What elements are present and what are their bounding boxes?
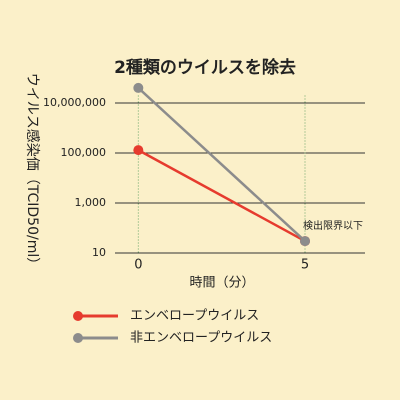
series-line	[137, 87, 306, 242]
chart-title: 2種類のウイルスを除去	[114, 57, 296, 78]
x-tick-label: 5	[301, 258, 309, 273]
data-point	[133, 82, 144, 93]
series-line	[137, 149, 306, 243]
x-axis-title: 時間（分）	[189, 276, 254, 291]
y-tick-label: 10,000,000	[43, 96, 106, 109]
y-tick-label: 10	[92, 246, 106, 259]
data-point	[300, 236, 310, 247]
x-tick-label: 0	[134, 258, 142, 273]
legend-marker	[73, 311, 83, 321]
legend-label: エンベロープウイルス	[130, 309, 259, 324]
y-axis-title: ウイルス感染価（TCID50/ml）	[24, 73, 41, 271]
annotation: 検出限界以下	[303, 219, 363, 232]
y-tick-label: 100,000	[61, 146, 107, 159]
legend-marker	[73, 333, 83, 343]
legend-label: 非エンベロープウイルス	[130, 331, 272, 346]
y-tick-label: 1,000	[75, 196, 107, 209]
data-point	[133, 145, 144, 156]
